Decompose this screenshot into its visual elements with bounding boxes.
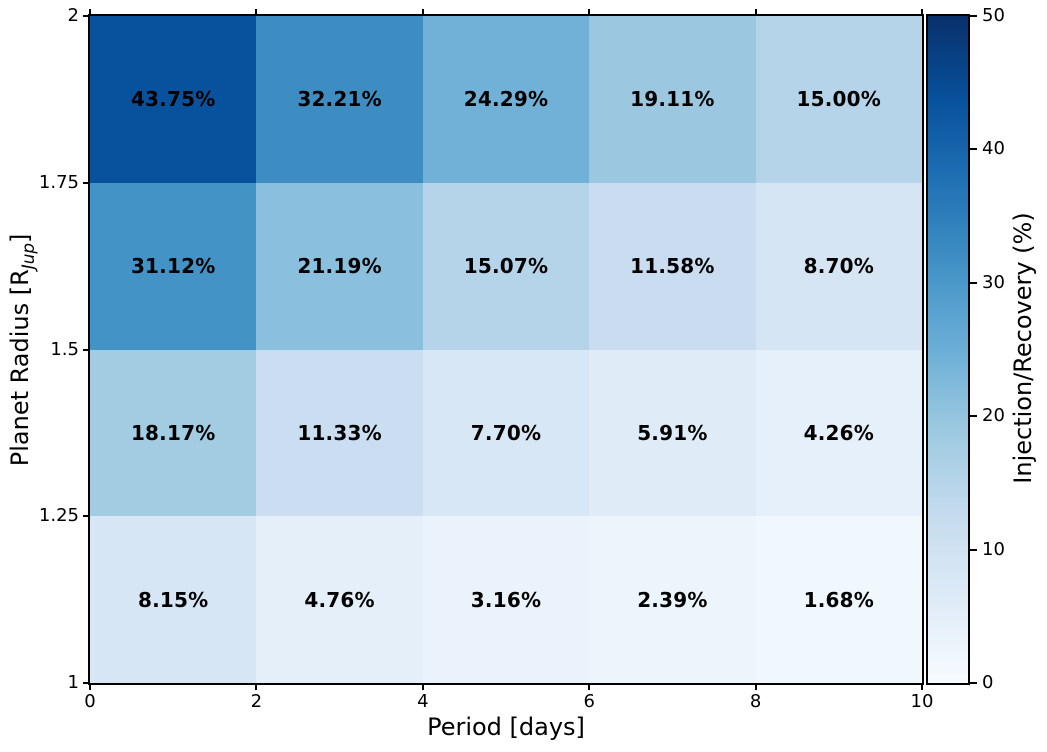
y-tick-mark <box>83 515 90 518</box>
colorbar-tick-mark <box>970 682 977 684</box>
colorbar-tick-label: 30 <box>982 271 1005 293</box>
x-tick-mark-top <box>588 9 591 16</box>
cell-value-label: 8.15% <box>138 587 209 612</box>
heatmap-cell: 8.15% <box>90 516 257 683</box>
x-tick-mark-top <box>421 9 424 16</box>
x-tick-mark-top <box>921 9 923 16</box>
x-tick-label: 4 <box>417 691 429 712</box>
colorbar-tick-mark <box>970 148 977 151</box>
cell-value-label: 32.21% <box>297 87 382 112</box>
x-tick-mark-top <box>255 9 258 16</box>
y-axis-label-prefix: Planet Radius [R <box>6 269 35 467</box>
cell-value-label: 18.17% <box>130 420 216 445</box>
cell-value-label: 11.58% <box>630 254 715 279</box>
heatmap-cell: 2.39% <box>589 516 756 683</box>
colorbar-tick-mark <box>970 15 977 17</box>
colorbar-label: Injection/Recovery (%) <box>1009 212 1037 484</box>
cell-value-label: 8.70% <box>803 254 874 279</box>
cell-value-label: 3.16% <box>470 587 542 612</box>
heatmap-cell: 19.11% <box>589 16 756 183</box>
y-tick-label: 2 <box>67 5 79 26</box>
heatmap-cell: 32.21% <box>256 16 423 183</box>
x-tick-label: 6 <box>583 691 595 712</box>
cell-value-label: 15.07% <box>463 254 549 279</box>
heatmap-cell: 21.19% <box>256 182 423 350</box>
cell-value-label: 11.33% <box>297 420 382 445</box>
y-tick-label: 1.25 <box>38 505 79 527</box>
cell-value-label: 4.26% <box>803 420 874 445</box>
heatmap-cell: 11.33% <box>256 349 423 517</box>
heatmap-cell: 4.26% <box>755 349 922 517</box>
heatmap-cell: 7.70% <box>422 349 590 517</box>
cell-value-label: 1.68% <box>803 587 874 612</box>
heatmap-cell: 15.07% <box>422 182 590 350</box>
x-tick-label: 2 <box>250 691 263 712</box>
colorbar-tick-label: 50 <box>982 5 1005 26</box>
x-tick-mark <box>921 683 923 690</box>
cell-value-label: 15.00% <box>796 87 882 112</box>
x-tick-label: 8 <box>749 691 762 712</box>
colorbar-tick-mark <box>970 548 977 551</box>
y-tick-mark <box>83 348 90 351</box>
heatmap-cell: 24.29% <box>422 16 590 183</box>
heatmap-cells: 43.75% 32.21% 24.29% 19.11% 15.00% 31.12% 21.1… <box>90 16 922 683</box>
colorbar-tick-label: 40 <box>982 138 1005 160</box>
heatmap-cell: 5.91% <box>589 349 756 517</box>
colorbar-tick-label: 20 <box>982 405 1005 427</box>
colorbar-tick-mark <box>970 281 977 284</box>
heatmap-cell: 43.75% <box>90 16 257 183</box>
heatmap-cell: 1.68% <box>755 516 922 683</box>
cell-value-label: 21.19% <box>297 254 382 279</box>
y-axis-label-suffix: ] <box>6 233 35 243</box>
heatmap-cell: 15.00% <box>755 16 922 183</box>
x-tick-mark <box>421 683 424 690</box>
heatmap-cell: 18.17% <box>90 349 257 517</box>
x-tick-mark <box>754 683 757 690</box>
colorbar-tick-label: 0 <box>982 672 994 693</box>
heatmap-cell: 4.76% <box>256 516 423 683</box>
x-tick-mark <box>588 683 591 690</box>
cell-value-label: 31.12% <box>130 254 216 279</box>
heatmap-cell: 3.16% <box>422 516 590 683</box>
x-tick-mark-top <box>89 9 91 16</box>
cell-value-label: 24.29% <box>463 87 549 112</box>
y-tick-label: 1.5 <box>50 338 79 360</box>
cell-value-label: 7.70% <box>470 420 542 445</box>
colorbar-tick-mark <box>970 415 977 418</box>
cell-value-label: 43.75% <box>130 87 216 112</box>
y-tick-label: 1.75 <box>38 171 79 193</box>
y-tick-label: 1 <box>67 672 79 693</box>
y-axis-label: Planet Radius [RJup] <box>6 130 38 570</box>
y-axis-label-subscript: Jup <box>17 242 38 270</box>
cell-value-label: 5.91% <box>637 420 708 445</box>
cell-value-label: 4.76% <box>304 587 375 612</box>
heatmap-cell: 11.58% <box>589 182 756 350</box>
x-tick-mark-top <box>754 9 757 16</box>
colorbar-tick-label: 10 <box>982 538 1005 560</box>
cell-value-label: 2.39% <box>637 587 708 612</box>
colorbar-gradient <box>926 14 970 685</box>
x-tick-mark <box>89 683 91 690</box>
heatmap-cell: 8.70% <box>755 182 922 350</box>
cell-value-label: 19.11% <box>630 87 715 112</box>
heatmap-cell: 31.12% <box>90 182 257 350</box>
x-axis-label: Period [days] <box>427 713 585 741</box>
x-tick-label: 10 <box>910 691 934 712</box>
heatmap-plot-area: 43.75% 32.21% 24.29% 19.11% 15.00% 31.12% 21.1… <box>88 14 924 685</box>
y-tick-mark <box>83 181 90 184</box>
x-tick-mark <box>255 683 258 690</box>
x-tick-label: 0 <box>84 691 96 712</box>
y-tick-mark <box>83 682 90 684</box>
y-tick-mark <box>83 15 90 17</box>
